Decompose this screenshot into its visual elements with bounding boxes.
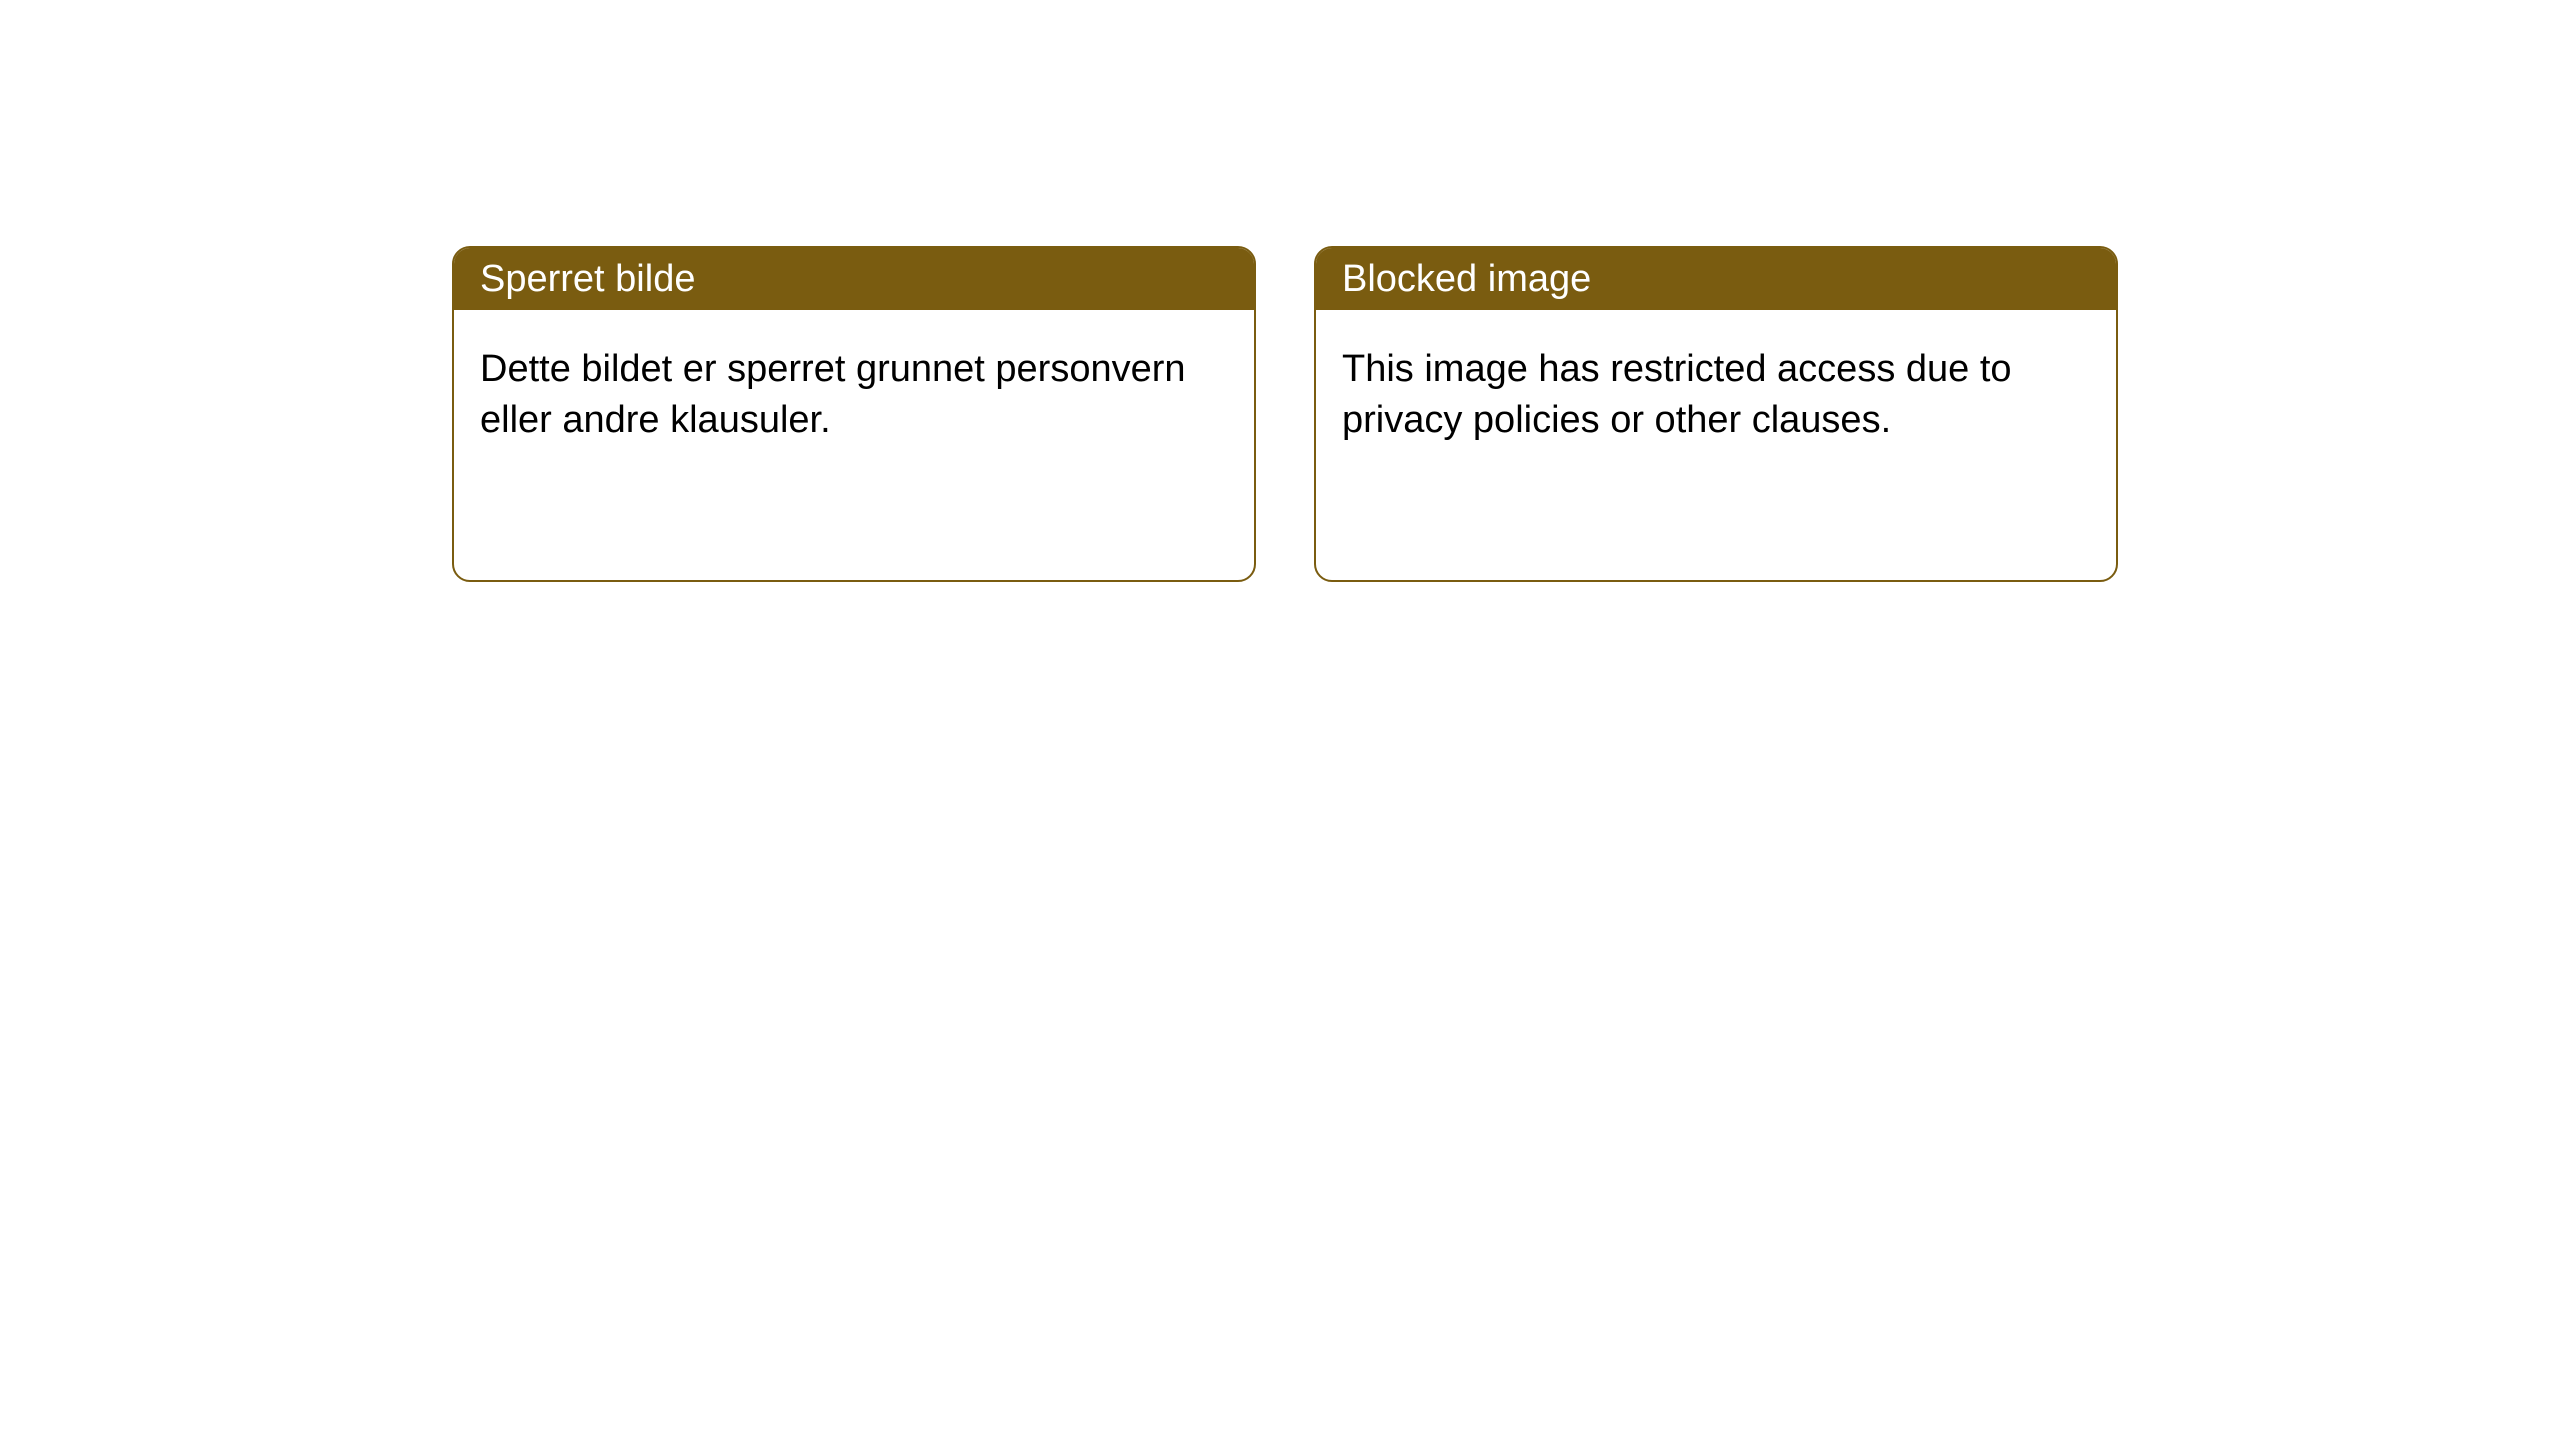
notice-body-text: This image has restricted access due to … <box>1342 348 2012 441</box>
notice-header: Blocked image <box>1316 248 2116 310</box>
notice-card-norwegian: Sperret bilde Dette bildet er sperret gr… <box>452 246 1256 582</box>
notice-body: This image has restricted access due to … <box>1316 310 2116 481</box>
notice-card-english: Blocked image This image has restricted … <box>1314 246 2118 582</box>
notice-header-text: Blocked image <box>1342 258 1591 301</box>
notice-body: Dette bildet er sperret grunnet personve… <box>454 310 1254 481</box>
notice-header: Sperret bilde <box>454 248 1254 310</box>
notice-container: Sperret bilde Dette bildet er sperret gr… <box>0 0 2560 582</box>
notice-body-text: Dette bildet er sperret grunnet personve… <box>480 348 1186 441</box>
notice-header-text: Sperret bilde <box>480 258 695 301</box>
